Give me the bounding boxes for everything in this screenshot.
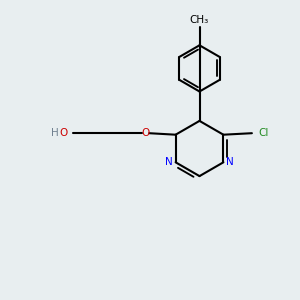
Text: O: O xyxy=(142,128,150,138)
Text: N: N xyxy=(226,157,234,167)
Text: N: N xyxy=(165,157,173,167)
Text: CH₃: CH₃ xyxy=(190,15,209,25)
Text: H: H xyxy=(51,128,58,138)
Text: O: O xyxy=(60,128,68,138)
Text: Cl: Cl xyxy=(259,128,269,138)
